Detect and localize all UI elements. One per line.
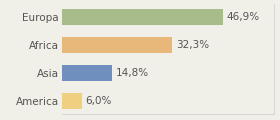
Text: 46,9%: 46,9% bbox=[226, 12, 259, 22]
Bar bbox=[62, 65, 112, 81]
Text: 14,8%: 14,8% bbox=[116, 68, 149, 78]
Bar bbox=[62, 37, 172, 53]
Bar bbox=[62, 9, 223, 25]
Text: 32,3%: 32,3% bbox=[176, 40, 209, 50]
Bar bbox=[62, 93, 82, 109]
Text: 6,0%: 6,0% bbox=[86, 96, 112, 106]
